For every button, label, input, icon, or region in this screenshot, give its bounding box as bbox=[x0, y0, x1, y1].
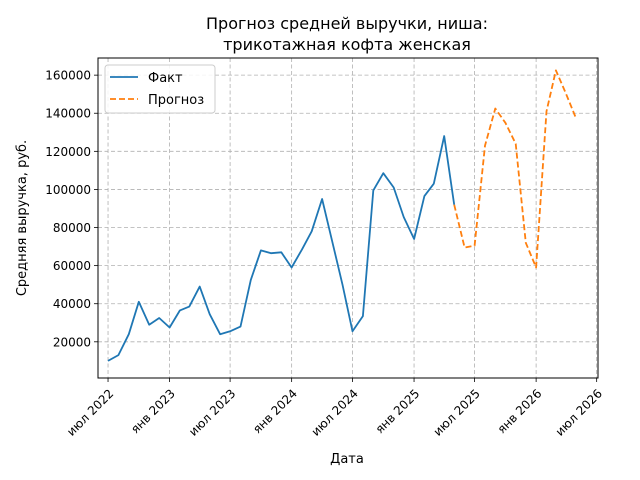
y-tick-label: 60000 bbox=[53, 259, 91, 273]
legend-label-fact: Факт bbox=[148, 71, 183, 86]
x-tick-label: июл 2022 bbox=[64, 386, 116, 438]
y-tick-label: 160000 bbox=[45, 69, 91, 83]
x-tick-label: янв 2023 bbox=[128, 386, 178, 436]
x-tick-label: янв 2024 bbox=[250, 386, 300, 436]
series-line-forecast bbox=[453, 69, 578, 269]
series-line-fact bbox=[107, 135, 456, 362]
y-tick-label: 40000 bbox=[53, 297, 91, 311]
y-tick-label: 100000 bbox=[45, 183, 91, 197]
chart-title-line-1: Прогноз средней выручки, ниша: bbox=[206, 14, 488, 33]
y-axis-label: Средняя выручка, руб. bbox=[15, 140, 30, 296]
x-tick-label: янв 2025 bbox=[373, 386, 423, 436]
x-tick-label: июл 2023 bbox=[186, 386, 238, 438]
grid bbox=[98, 58, 598, 378]
x-axis-label: Дата bbox=[330, 452, 364, 467]
chart-title-line-2: трикотажная кофта женская bbox=[223, 35, 471, 54]
y-tick-label: 140000 bbox=[45, 107, 91, 121]
plot-frame bbox=[97, 57, 599, 379]
x-tick-label: янв 2026 bbox=[495, 386, 545, 436]
x-tick-label: июл 2026 bbox=[553, 386, 605, 438]
series-lines bbox=[107, 69, 578, 362]
y-axis-ticks: 20000 40000 60000 80000 100000 120000 140000 16… bbox=[45, 69, 98, 349]
x-tick-label: июл 2025 bbox=[431, 386, 483, 438]
legend-label-forecast: Прогноз bbox=[148, 93, 204, 108]
x-tick-label: июл 2024 bbox=[309, 386, 361, 438]
y-tick-label: 20000 bbox=[53, 335, 91, 349]
x-axis-ticks: июл 2022 янв 2023 июл 2023 янв 2024 июл 2024… bbox=[64, 378, 605, 439]
legend: Факт Прогноз bbox=[104, 64, 216, 114]
y-tick-label: 120000 bbox=[45, 145, 91, 159]
y-tick-label: 80000 bbox=[53, 221, 91, 235]
